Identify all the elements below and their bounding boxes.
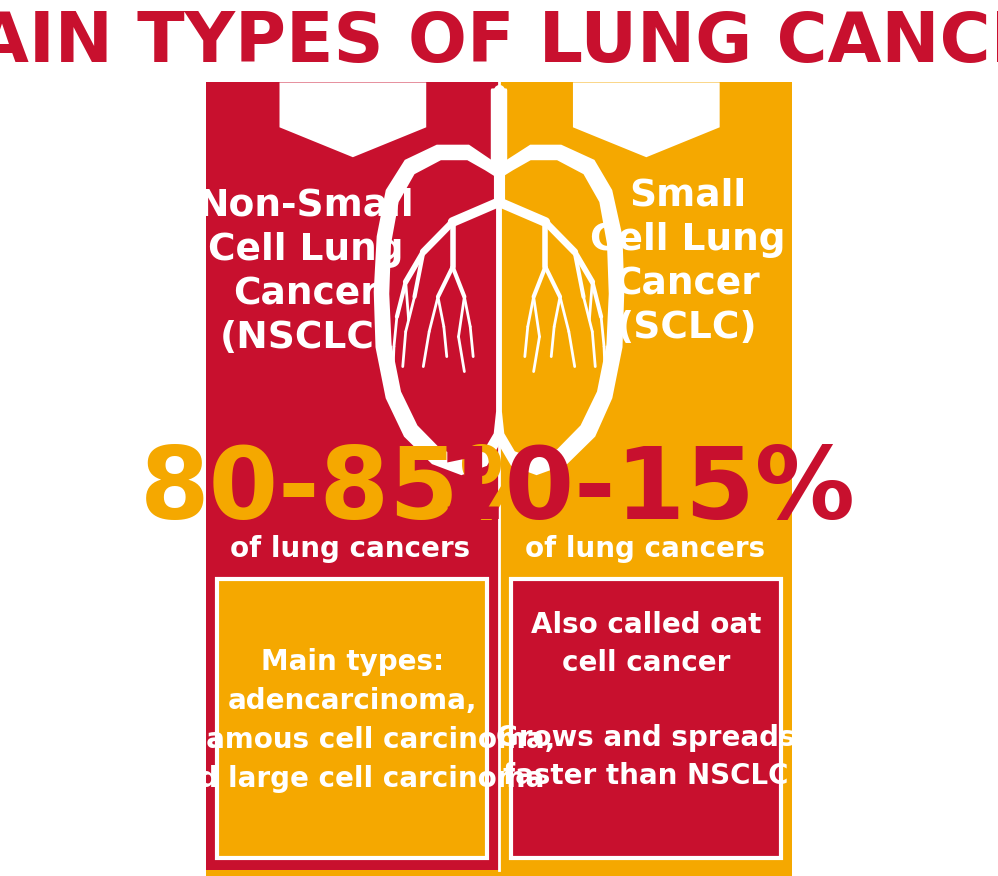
FancyBboxPatch shape [511,579,781,858]
Text: of lung cancers: of lung cancers [525,535,765,563]
Text: 80-85%: 80-85% [140,442,560,540]
PathPatch shape [379,151,498,470]
Polygon shape [279,82,426,157]
FancyBboxPatch shape [499,82,791,870]
Text: Small
Cell Lung
Cancer
(SCLC): Small Cell Lung Cancer (SCLC) [590,177,785,347]
FancyBboxPatch shape [207,82,499,870]
Text: of lung cancers: of lung cancers [230,535,470,563]
Text: MAIN TYPES OF LUNG CANCER: MAIN TYPES OF LUNG CANCER [0,9,998,76]
FancyBboxPatch shape [207,3,791,82]
Text: Main types:
adencarcinoma,
squamous cell carcinoma,
and large cell carcinoma: Main types: adencarcinoma, squamous cell… [150,648,555,793]
FancyBboxPatch shape [491,88,507,182]
PathPatch shape [389,160,496,458]
FancyBboxPatch shape [207,870,791,876]
Text: 10-15%: 10-15% [435,442,855,540]
Text: Non-Small
Cell Lung
Cancer
(NSCLC): Non-Small Cell Lung Cancer (NSCLC) [198,187,414,357]
PathPatch shape [500,151,619,470]
Polygon shape [573,82,720,157]
FancyBboxPatch shape [217,579,487,858]
PathPatch shape [502,160,609,458]
Text: Also called oat
cell cancer

Grows and spreads
faster than NSCLC: Also called oat cell cancer Grows and sp… [496,611,795,790]
